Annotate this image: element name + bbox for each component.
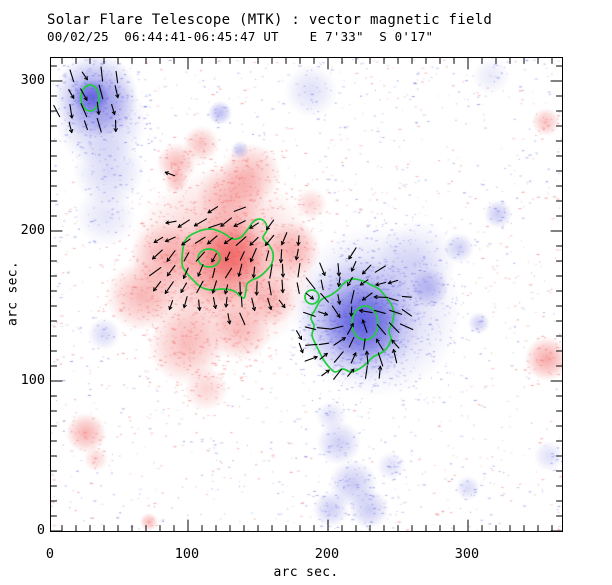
y-axis-title: arc sec. xyxy=(5,261,21,327)
contour-negative-outer xyxy=(310,278,395,373)
x-tick-label-200: 200 xyxy=(314,546,340,562)
magnetic-field-canvas xyxy=(51,58,562,531)
x-tick-label-0: 0 xyxy=(45,546,55,562)
y-tick-label-200: 200 xyxy=(20,222,45,238)
y-tick-label-0: 0 xyxy=(36,522,45,538)
figure-subtitle: 00/02/25 06:44:41-06:45:47 UT E 7'33" S … xyxy=(47,29,434,44)
figure-title: Solar Flare Telescope (MTK) : vector mag… xyxy=(47,12,493,28)
plot-area xyxy=(50,57,563,532)
contour-negative-small-knot xyxy=(304,289,320,305)
x-axis-title: arc sec. xyxy=(273,565,339,580)
contour-positive-inner-core xyxy=(197,248,221,268)
plot-overlay xyxy=(51,58,562,531)
y-tick-label-100: 100 xyxy=(20,372,45,388)
x-tick-label-300: 300 xyxy=(454,546,480,562)
y-tick-label-300: 300 xyxy=(20,72,45,88)
contour-negative-topleft-core xyxy=(80,84,100,112)
x-tick-label-100: 100 xyxy=(174,546,200,562)
